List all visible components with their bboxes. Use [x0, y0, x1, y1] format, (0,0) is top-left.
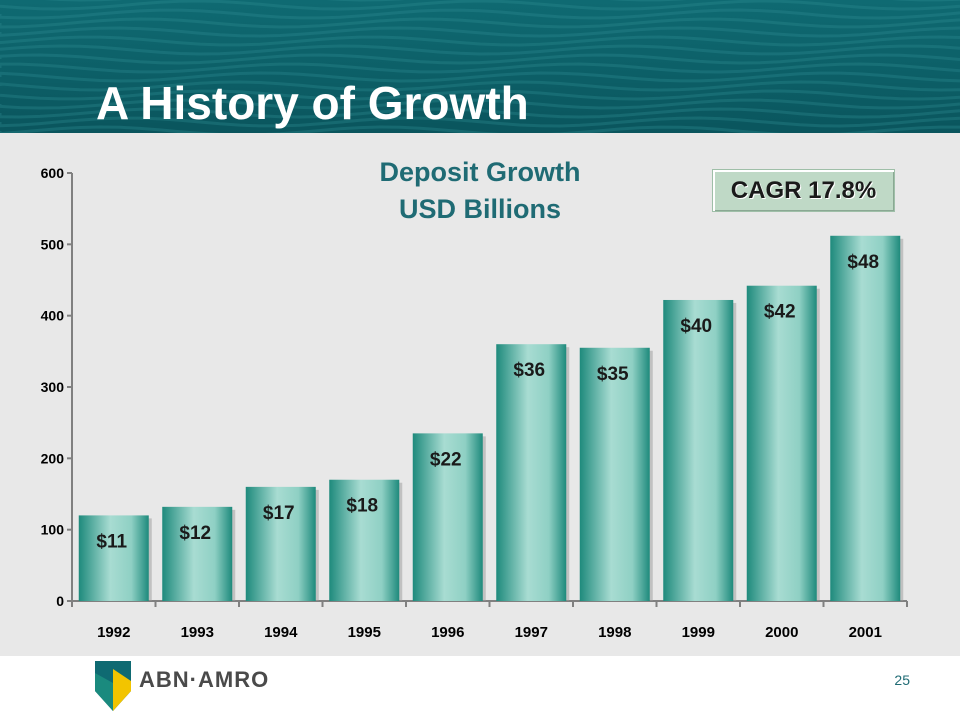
x-tick-label: 1999: [682, 624, 715, 641]
y-tick-label: 400: [41, 308, 65, 324]
x-tick-label: 1992: [97, 624, 130, 641]
y-tick-label: 600: [41, 165, 65, 181]
chart-title: Deposit Growth USD Billions: [330, 154, 630, 228]
footer: [0, 656, 960, 720]
data-label: $36: [513, 360, 545, 381]
y-tick-label: 100: [41, 522, 65, 538]
y-tick-label: 300: [41, 379, 65, 395]
chart-title-line-2: USD Billions: [398, 194, 561, 224]
y-tick-label: 500: [41, 236, 65, 252]
data-label: $35: [597, 364, 629, 385]
wave-pattern: [0, 0, 960, 133]
y-tick-label: 200: [41, 450, 65, 466]
x-tick-label: 1994: [264, 624, 298, 641]
data-label: $18: [346, 496, 378, 517]
cagr-badge: CAGR 17.8%: [712, 169, 895, 212]
abn-amro-shield-icon: [95, 661, 131, 711]
data-label: $17: [263, 503, 295, 524]
data-label: $22: [430, 449, 462, 470]
data-label: $42: [764, 302, 796, 323]
data-label: $12: [179, 523, 211, 544]
header-banner: [0, 0, 960, 133]
bar-1992: [78, 515, 149, 601]
bar-1993: [162, 506, 233, 601]
data-label: $40: [680, 316, 712, 337]
bar-1998: [579, 347, 650, 601]
page-number: 25: [894, 672, 910, 688]
bar-1996: [412, 433, 483, 601]
bar-1995: [329, 479, 400, 601]
bar-2000: [746, 285, 817, 601]
x-tick-label: 1998: [598, 624, 631, 641]
x-tick-label: 2000: [765, 624, 798, 641]
bar-1994: [245, 486, 316, 601]
x-tick-label: 1993: [181, 624, 214, 641]
x-tick-label: 1996: [431, 624, 464, 641]
data-label: $11: [96, 531, 127, 552]
x-tick-label: 1997: [515, 624, 548, 641]
chart-title-line-1: Deposit Growth: [379, 157, 581, 187]
brand-wordmark: ABN·AMRO: [139, 667, 270, 692]
y-tick-label: 0: [56, 593, 64, 609]
bar-1999: [663, 299, 734, 601]
bar-1997: [496, 344, 567, 601]
data-label: $48: [847, 252, 879, 273]
x-tick-label: 2001: [849, 624, 882, 641]
bar-2001: [830, 235, 901, 602]
slide-title: A History of Growth: [96, 77, 529, 129]
x-tick-label: 1995: [348, 624, 381, 641]
